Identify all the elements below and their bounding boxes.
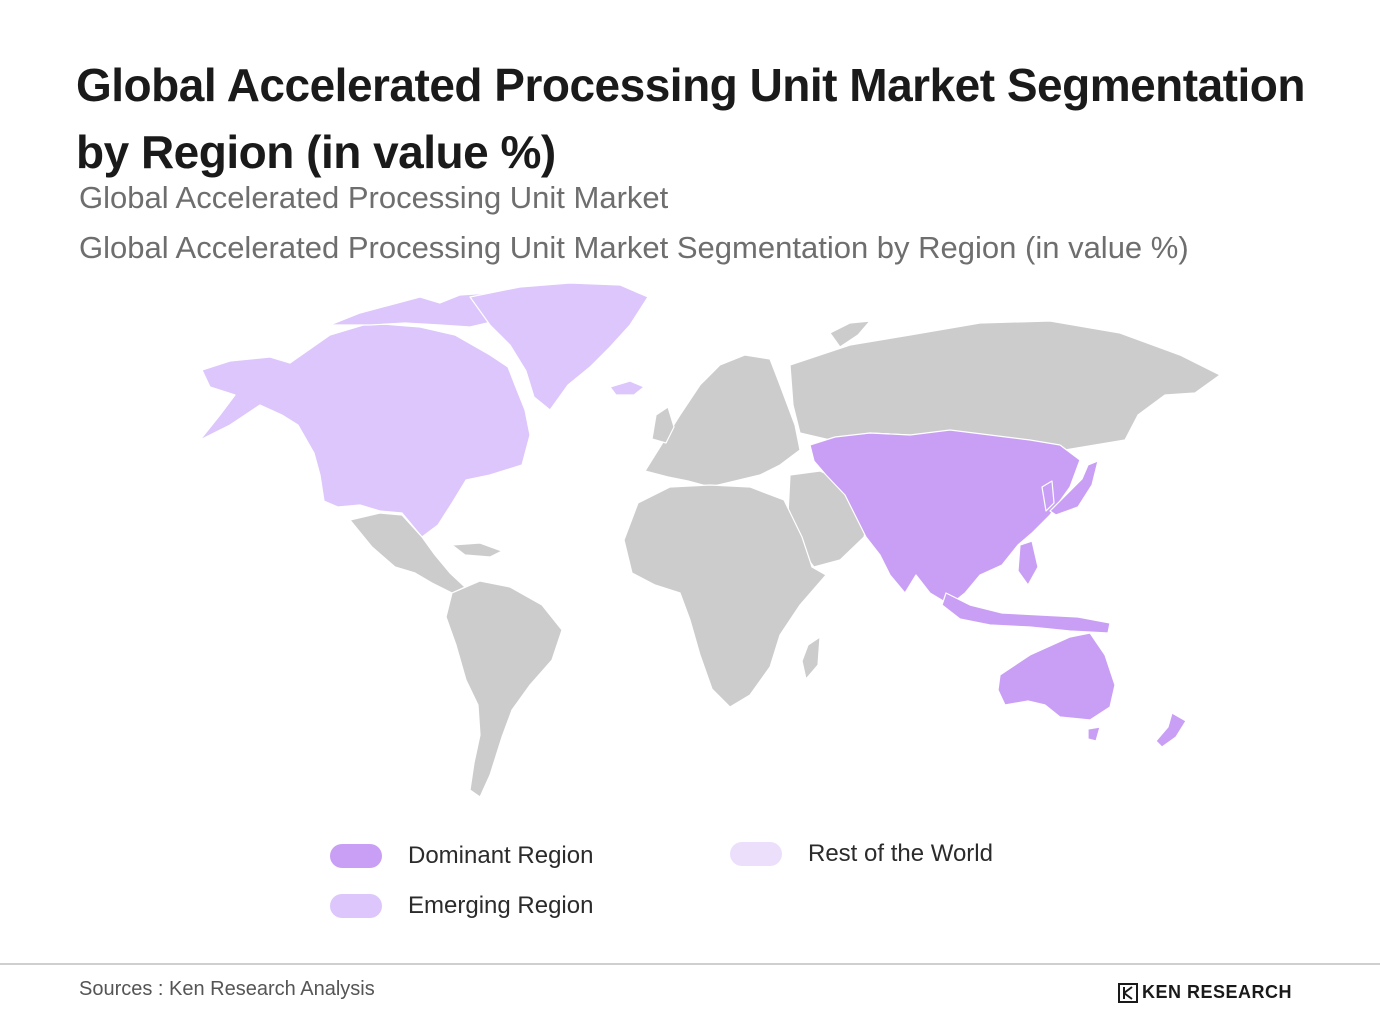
- world-map: [199, 282, 1221, 798]
- region-greenland: [469, 282, 649, 411]
- region-central-america: [349, 512, 466, 594]
- legend-label-rest: Rest of the World: [808, 840, 993, 867]
- region-caribbean: [451, 542, 503, 558]
- region-uk: [651, 406, 675, 444]
- subtitle-segmentation: Global Accelerated Processing Unit Marke…: [79, 230, 1189, 265]
- legend-label-emerging: Emerging Region: [408, 892, 594, 919]
- region-south-america: [445, 580, 563, 798]
- footer-divider: [0, 963, 1380, 965]
- region-russia: [789, 320, 1221, 451]
- region-north-america: [199, 322, 531, 538]
- legend-item-rest: Rest of the World: [730, 840, 993, 868]
- region-philippines: [1017, 540, 1039, 586]
- region-australia: [997, 632, 1116, 721]
- region-iceland: [609, 380, 645, 396]
- legend-swatch-rest: [730, 842, 782, 866]
- region-new-zealand: [1155, 712, 1187, 748]
- region-novaya-zemlya: [829, 320, 871, 348]
- region-tasmania: [1087, 726, 1101, 742]
- region-indonesia: [941, 592, 1111, 634]
- title-line-1: Global Accelerated Processing Unit Marke…: [76, 59, 1305, 111]
- region-korea: [1041, 480, 1055, 512]
- source-text: Sources : Ken Research Analysis: [79, 978, 375, 1000]
- subtitle-market: Global Accelerated Processing Unit Marke…: [79, 180, 669, 215]
- region-madagascar: [801, 636, 821, 680]
- logo-text: KEN RESEARCH: [1142, 982, 1293, 1002]
- ken-research-logo-icon: [1118, 982, 1138, 1003]
- legend-item-dominant: Dominant Region: [330, 842, 593, 870]
- region-africa: [623, 484, 827, 708]
- legend-swatch-emerging: [330, 894, 382, 918]
- page-title: Global Accelerated Processing Unit Marke…: [76, 52, 1326, 186]
- legend-item-emerging: Emerging Region: [330, 892, 593, 920]
- region-japan: [1049, 460, 1099, 516]
- legend-swatch-dominant: [330, 844, 382, 868]
- ken-research-logo: KEN RESEARCH: [1118, 982, 1292, 1003]
- title-line-2: by Region (in value %): [76, 126, 556, 178]
- legend-label-dominant: Dominant Region: [408, 842, 594, 869]
- region-asia-pacific: [809, 429, 1081, 606]
